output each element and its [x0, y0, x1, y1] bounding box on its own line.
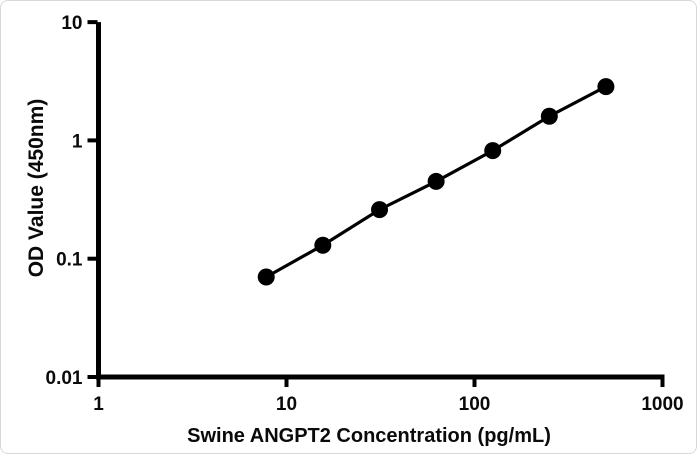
data-point — [371, 201, 389, 219]
data-point — [597, 78, 615, 96]
data-point — [314, 236, 332, 254]
y-tick-label: 1 — [72, 131, 83, 152]
y-tick-label: 0.1 — [56, 250, 83, 271]
data-point — [484, 142, 502, 160]
data-point — [257, 268, 275, 286]
y-tick-label: 10 — [61, 13, 82, 34]
x-tick-label: 1 — [93, 394, 104, 415]
x-tick-label: 10 — [276, 394, 297, 415]
data-point — [427, 172, 445, 190]
data-point — [540, 107, 558, 125]
plot-area: 0.01 0.1 1 10 1 10 100 1000 — [46, 13, 684, 415]
x-axis-title: Swine ANGPT2 Concentration (pg/mL) — [187, 425, 551, 447]
x-tick-label: 1000 — [641, 394, 683, 415]
y-axis-title: OD Value (450nm) — [25, 99, 48, 278]
x-tick-label: 100 — [459, 394, 491, 415]
y-tick-label: 0.01 — [46, 368, 83, 389]
